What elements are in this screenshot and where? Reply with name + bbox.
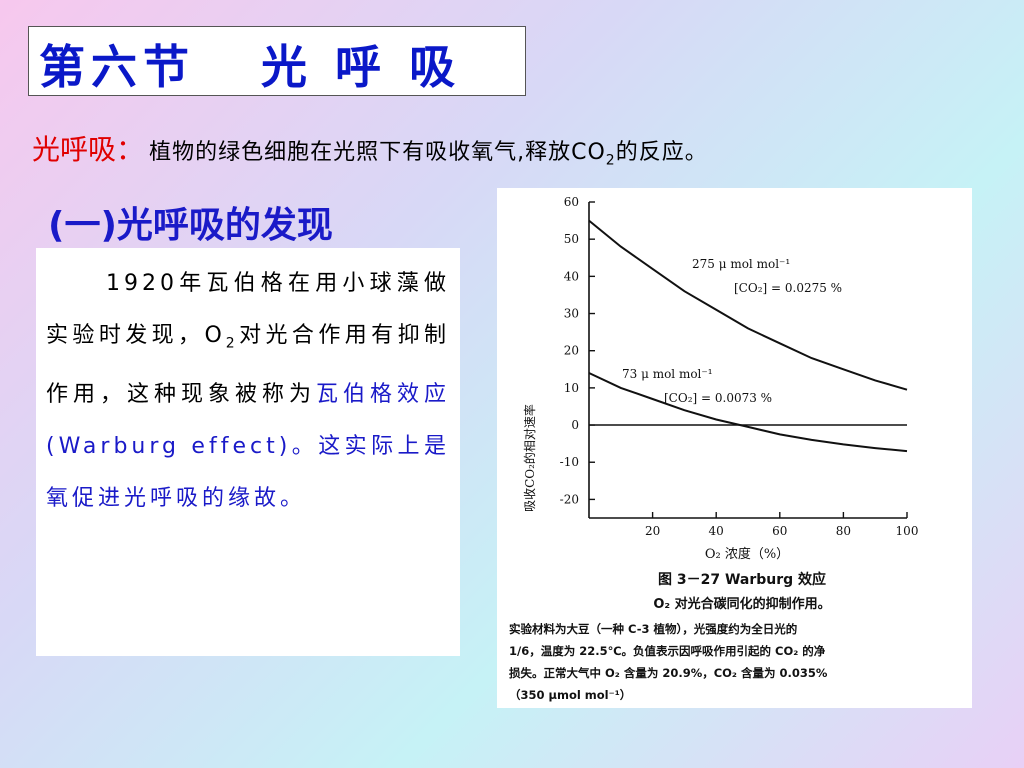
x-tick-label: 60: [772, 524, 787, 538]
section-heading: (一)光呼吸的发现: [48, 205, 333, 246]
definition-subscript: 2: [605, 152, 616, 169]
y-tick-label: -10: [560, 455, 579, 469]
y-tick-label: 50: [564, 232, 579, 246]
definition-text-after: 的反应。: [615, 140, 708, 165]
caption-note-line: 1/6，温度为 22.5℃。负值表示因呼吸作用引起的 CO₂ 的净: [509, 644, 826, 658]
series-concentration-2: [CO₂] = 0.0073 %: [664, 391, 772, 405]
series-label-1: 275 μ mol mol⁻¹: [692, 257, 790, 271]
y-tick-label: 0: [571, 418, 579, 432]
x-tick-label: 20: [645, 524, 660, 538]
definition-text-before: 植物的绿色细胞在光照下有吸收氧气,释放CO: [149, 140, 606, 165]
caption-title: 图 3－27 Warburg 效应: [658, 571, 826, 588]
text-panel: 1920年瓦伯格在用小球藻做实验时发现，O2对光合作用有抑制作用，这种现象被称为…: [36, 248, 460, 656]
caption-note-line: 实验材料为大豆（一种 C-3 植物），光强度约为全日光的: [509, 622, 797, 636]
x-tick-label: 40: [709, 524, 724, 538]
title-box: 第六节 光 呼 吸: [28, 26, 526, 96]
definition-text: 植物的绿色细胞在光照下有吸收氧气,释放CO2的反应。: [149, 140, 708, 169]
body-highlight: 瓦伯格效应(Warburg effect)。这实际上是氧促进光呼吸的缘故。: [46, 382, 450, 512]
series-line-1: [588, 219, 908, 391]
body-part1: 1920年瓦伯格在用小球藻做实验时发现，O: [46, 271, 450, 348]
y-tick-label: -20: [560, 492, 579, 506]
y-tick-label: 10: [564, 381, 579, 395]
page-title: 第六节 光 呼 吸: [39, 40, 462, 94]
figure-panel: 60 50 40 30 20 10 0 -10 -20 20 40 60 80 100 275 μ mol …: [497, 188, 972, 708]
y-tick-label: 40: [564, 269, 579, 283]
y-tick-label: 20: [564, 344, 579, 358]
series-concentration-1: [CO₂] = 0.0275 %: [734, 281, 842, 295]
body-paragraph: 1920年瓦伯格在用小球藻做实验时发现，O2对光合作用有抑制作用，这种现象被称为…: [36, 248, 460, 525]
caption-subtitle: O₂ 对光合碳同化的抑制作用。: [653, 596, 830, 612]
body-part2: 对光合作用有抑制作用，这种现象被称为: [46, 323, 450, 408]
caption-note-line: （350 μmol mol⁻¹）: [509, 688, 631, 702]
series-label-2: 73 μ mol mol⁻¹: [622, 367, 713, 381]
series-line-2: [588, 372, 908, 453]
x-tick-label: 100: [896, 524, 919, 538]
body-subscript: 2: [225, 335, 239, 352]
y-axis-label: 吸收CO₂的相对速率: [522, 404, 537, 512]
x-axis-label: O₂ 浓度（%）: [705, 546, 789, 562]
y-tick-label: 30: [564, 307, 579, 321]
x-tick-label: 80: [836, 524, 851, 538]
definition-line: 光呼吸： 植物的绿色细胞在光照下有吸收氧气,释放CO2的反应。: [32, 128, 708, 168]
definition-label: 光呼吸：: [32, 133, 145, 166]
caption-note-line: 损失。正常大气中 O₂ 含量为 20.9%，CO₂ 含量为 0.035%: [509, 666, 828, 680]
y-tick-label: 60: [564, 195, 579, 209]
